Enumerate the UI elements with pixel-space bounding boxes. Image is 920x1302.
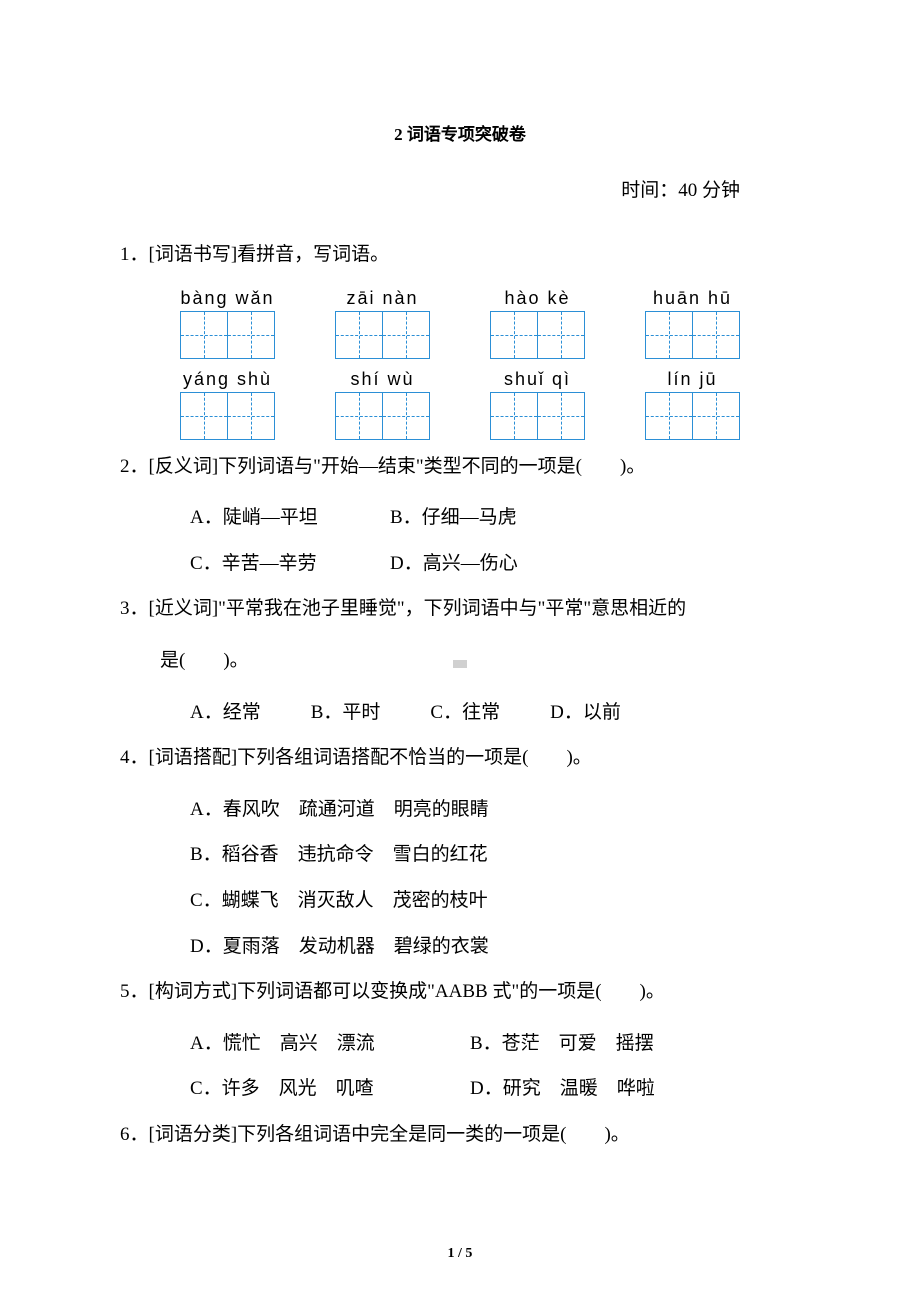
char-box	[692, 311, 740, 359]
char-box	[537, 392, 585, 440]
question-6: 6．[词语分类]下列各组词语中完全是同一类的一项是( )。	[120, 1112, 800, 1158]
option-b: B．苍茫 可爱 摇摆	[470, 1021, 654, 1067]
question-5: 5．[构词方式]下列词语都可以变换成"AABB 式"的一项是( )。	[120, 969, 800, 1015]
option-a: A．慌忙 高兴 漂流	[190, 1021, 470, 1067]
char-box	[227, 311, 275, 359]
char-box	[645, 392, 693, 440]
pinyin-row-2: yáng shù shí wù shuǐ qì lín jū	[120, 369, 800, 440]
option-b: B．仔细—马虎	[390, 495, 550, 541]
char-box	[537, 311, 585, 359]
char-box	[180, 311, 228, 359]
option-d: D．夏雨落 发动机器 碧绿的衣裳	[190, 924, 800, 970]
char-box-pair	[335, 392, 430, 440]
char-box-pair	[335, 311, 430, 359]
pinyin-item: hào kè	[490, 288, 585, 359]
option-a: A．春风吹 疏通河道 明亮的眼睛	[190, 787, 800, 833]
pinyin-item: yáng shù	[180, 369, 275, 440]
option-d: D．研究 温暖 哗啦	[470, 1066, 655, 1112]
question-2: 2．[反义词]下列词语与"开始—结束"类型不同的一项是( )。	[120, 444, 800, 490]
char-box	[382, 392, 430, 440]
question-3: 3．[近义词]"平常我在池子里睡觉"，下列词语中与"平常"意思相近的	[120, 586, 800, 632]
time-info: 时间：40 分钟	[120, 175, 800, 202]
option-c: C．辛苦—辛劳	[190, 541, 350, 587]
option-c: C．往常	[430, 690, 500, 736]
option-b: B．平时	[311, 690, 381, 736]
option-d: D．以前	[550, 690, 621, 736]
question-5-options: A．慌忙 高兴 漂流 B．苍茫 可爱 摇摆 C．许多 风光 叽喳 D．研究 温暖…	[120, 1021, 800, 1112]
pinyin-text: lín jū	[667, 369, 717, 390]
char-box	[382, 311, 430, 359]
question-2-options: A．陡峭—平坦 B．仔细—马虎 C．辛苦—辛劳 D．高兴—伤心	[120, 495, 800, 586]
char-box	[227, 392, 275, 440]
page-number: 1 / 5	[0, 1246, 920, 1262]
char-box-pair	[645, 392, 740, 440]
pinyin-item: shuǐ qì	[490, 369, 585, 440]
option-c: C．许多 风光 叽喳	[190, 1066, 470, 1112]
pinyin-item: bàng wǎn	[180, 288, 275, 359]
pinyin-item: zāi nàn	[335, 288, 430, 359]
char-box-pair	[490, 311, 585, 359]
pinyin-text: zāi nàn	[346, 288, 418, 309]
char-box	[335, 311, 383, 359]
pinyin-item: lín jū	[645, 369, 740, 440]
pinyin-text: yáng shù	[183, 369, 272, 390]
char-box-pair	[180, 392, 275, 440]
char-box-pair	[180, 311, 275, 359]
option-b: B．稻谷香 违抗命令 雪白的红花	[190, 832, 800, 878]
option-a: A．经常	[190, 690, 261, 736]
option-c: C．蝴蝶飞 消灭敌人 茂密的枝叶	[190, 878, 800, 924]
pinyin-text: huān hū	[653, 288, 732, 309]
question-4: 4．[词语搭配]下列各组词语搭配不恰当的一项是( )。	[120, 735, 800, 781]
question-4-options: A．春风吹 疏通河道 明亮的眼睛 B．稻谷香 违抗命令 雪白的红花 C．蝴蝶飞 …	[120, 787, 800, 969]
q3-line1: 3．[近义词]"平常我在池子里睡觉"，下列词语中与"平常"意思相近的	[120, 598, 686, 619]
char-box	[490, 392, 538, 440]
char-box	[645, 311, 693, 359]
watermark-icon	[453, 660, 467, 668]
pinyin-item: huān hū	[645, 288, 740, 359]
pinyin-item: shí wù	[335, 369, 430, 440]
pinyin-text: shí wù	[350, 369, 414, 390]
pinyin-row-1: bàng wǎn zāi nàn hào kè huān hū	[120, 288, 800, 359]
char-box	[180, 392, 228, 440]
document-title: 2 词语专项突破卷	[120, 120, 800, 145]
option-a: A．陡峭—平坦	[190, 495, 350, 541]
pinyin-text: shuǐ qì	[504, 369, 571, 390]
char-box	[335, 392, 383, 440]
char-box	[692, 392, 740, 440]
char-box	[490, 311, 538, 359]
pinyin-text: bàng wǎn	[180, 288, 274, 309]
option-d: D．高兴—伤心	[390, 541, 550, 587]
char-box-pair	[645, 311, 740, 359]
char-box-pair	[490, 392, 585, 440]
question-3-options: A．经常 B．平时 C．往常 D．以前	[120, 690, 800, 736]
question-1: 1．[词语书写]看拼音，写词语。	[120, 232, 800, 278]
pinyin-text: hào kè	[504, 288, 570, 309]
